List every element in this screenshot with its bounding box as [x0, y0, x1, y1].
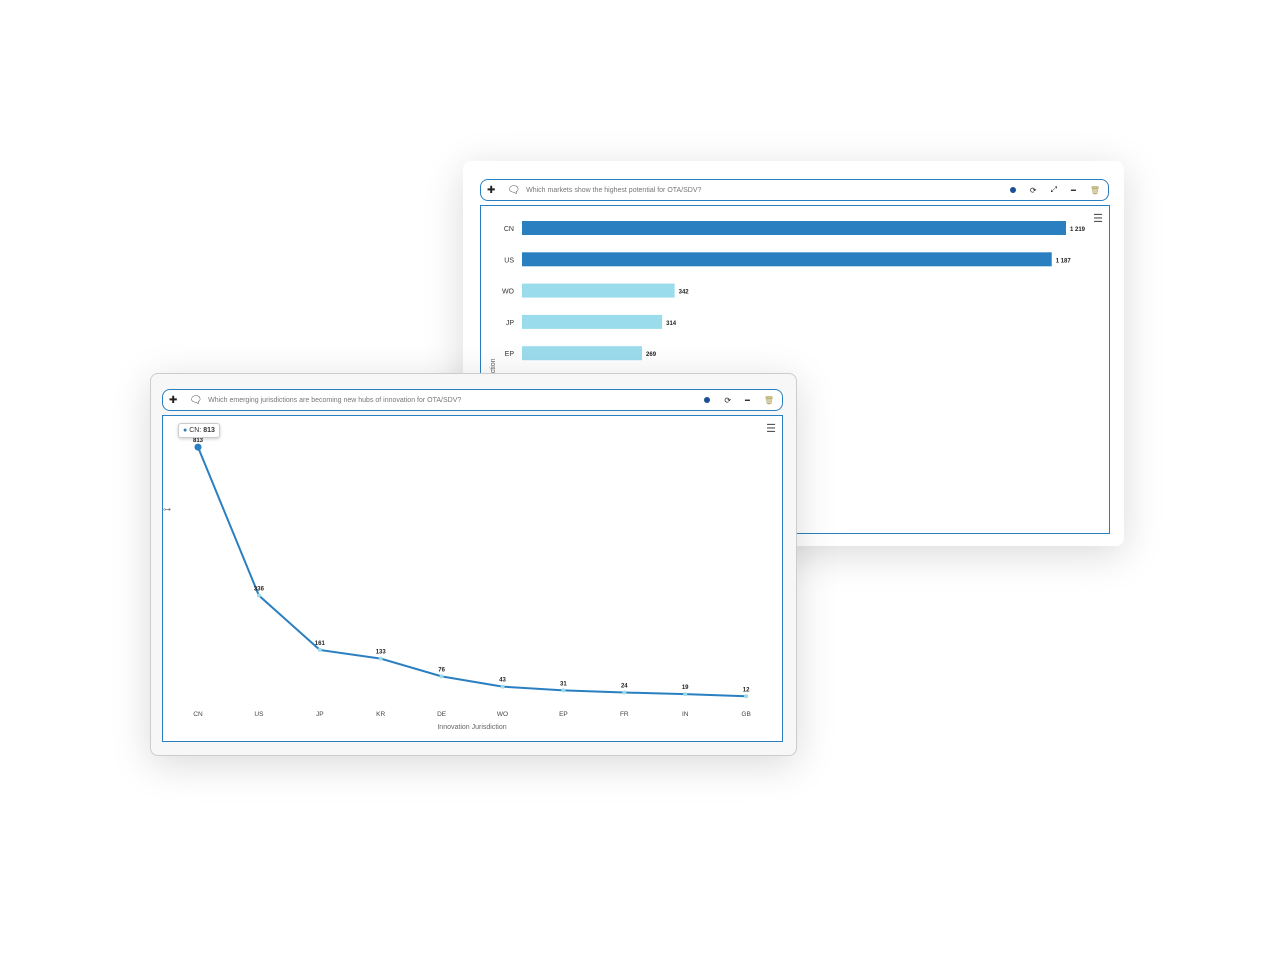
question-bar: ✚ 🗨 Which markets show the highest poten… — [480, 179, 1109, 201]
bar-category-label: US — [504, 257, 514, 264]
menu-icon[interactable]: ☰ — [766, 423, 776, 435]
delete-icon[interactable]: 🗑 — [763, 395, 774, 405]
line-chart: 813 CN 336 US 161 JP 133 KR 76 DE 43 WO 31 EP 24 FR 19 IN… — [193, 438, 751, 731]
data-point — [194, 443, 202, 451]
bar-category-label: EP — [505, 351, 515, 358]
innovation-hubs-widget: ✚ 🗨 Which emerging jurisdictions are bec… — [150, 373, 797, 756]
menu-icon[interactable]: ☰ — [1093, 213, 1103, 225]
x-tick-label: GB — [741, 711, 750, 718]
data-label: 19 — [682, 685, 689, 691]
data-label: 133 — [376, 650, 387, 656]
bar-value-label: 314 — [666, 321, 677, 327]
comment-icon[interactable]: 🗨 — [189, 394, 203, 406]
data-point — [500, 684, 505, 689]
tooltip-value: 813 — [203, 427, 215, 434]
line-chart-panel: ☰ ⊶ 813 CN 336 US 161 JP 133 KR 76 DE 43 WO 31 EP 24 FR… — [162, 415, 783, 742]
x-tick-label: US — [254, 711, 264, 718]
data-label: 813 — [193, 438, 204, 444]
x-tick-label: JP — [316, 711, 324, 718]
minimize-icon[interactable]: ━ — [745, 395, 750, 405]
status-dot-icon — [1009, 187, 1016, 193]
x-tick-label: FR — [620, 711, 629, 718]
question-bar: ✚ 🗨 Which emerging jurisdictions are bec… — [162, 389, 783, 411]
data-label: 336 — [254, 587, 265, 593]
data-label: 43 — [499, 678, 506, 684]
status-dot-icon — [704, 397, 711, 403]
bar-value-label: 1 219 — [1070, 227, 1086, 233]
data-label: 12 — [743, 687, 750, 693]
x-axis-title: Innovation Jurisdiction — [437, 724, 506, 731]
x-tick-label: IN — [682, 711, 689, 718]
expand-icon[interactable]: ⤢ — [1050, 185, 1058, 194]
data-point — [378, 656, 383, 661]
data-point — [439, 674, 444, 679]
question-text: Which markets show the highest potential… — [526, 186, 702, 194]
x-tick-label: KR — [376, 711, 385, 718]
data-point — [622, 690, 627, 695]
refresh-icon[interactable]: ⟳ — [1029, 185, 1037, 195]
bar-category-label: JP — [506, 320, 515, 327]
bar-value-label: 269 — [646, 352, 657, 358]
data-point — [256, 593, 261, 598]
move-icon[interactable]: ✚ — [169, 394, 178, 406]
x-tick-label: CN — [193, 711, 203, 718]
comment-icon[interactable]: 🗨 — [507, 184, 521, 196]
data-point — [683, 692, 688, 697]
bar — [522, 283, 675, 298]
delete-icon[interactable]: 🗑 — [1089, 185, 1100, 195]
bar — [522, 252, 1052, 267]
data-point — [317, 647, 322, 652]
refresh-icon[interactable]: ⟳ — [724, 395, 732, 405]
bar-value-label: 1 187 — [1056, 258, 1072, 264]
minimize-icon[interactable]: ━ — [1071, 185, 1076, 195]
move-icon[interactable]: ✚ — [487, 184, 496, 196]
bar-category-label: WO — [502, 289, 515, 296]
tooltip-label: CN: — [189, 427, 202, 434]
bar-category-label: CN — [504, 226, 514, 233]
tooltip: ● CN: 813 — [178, 423, 220, 438]
data-point — [744, 694, 749, 699]
bar — [522, 314, 663, 329]
data-label: 76 — [438, 667, 445, 673]
series-line — [197, 446, 747, 698]
data-point — [561, 688, 566, 693]
bar — [522, 221, 1066, 235]
drag-handle-icon[interactable]: ⊶ — [163, 505, 171, 514]
data-label: 161 — [315, 641, 326, 647]
data-label: 31 — [560, 681, 567, 687]
x-tick-label: WO — [497, 711, 508, 718]
bar — [522, 346, 643, 361]
bar-value-label: 342 — [679, 290, 690, 296]
question-text: Which emerging jurisdictions are becomin… — [208, 396, 462, 404]
data-label: 24 — [621, 684, 628, 690]
x-tick-label: EP — [559, 711, 568, 718]
x-tick-label: DE — [437, 711, 447, 718]
